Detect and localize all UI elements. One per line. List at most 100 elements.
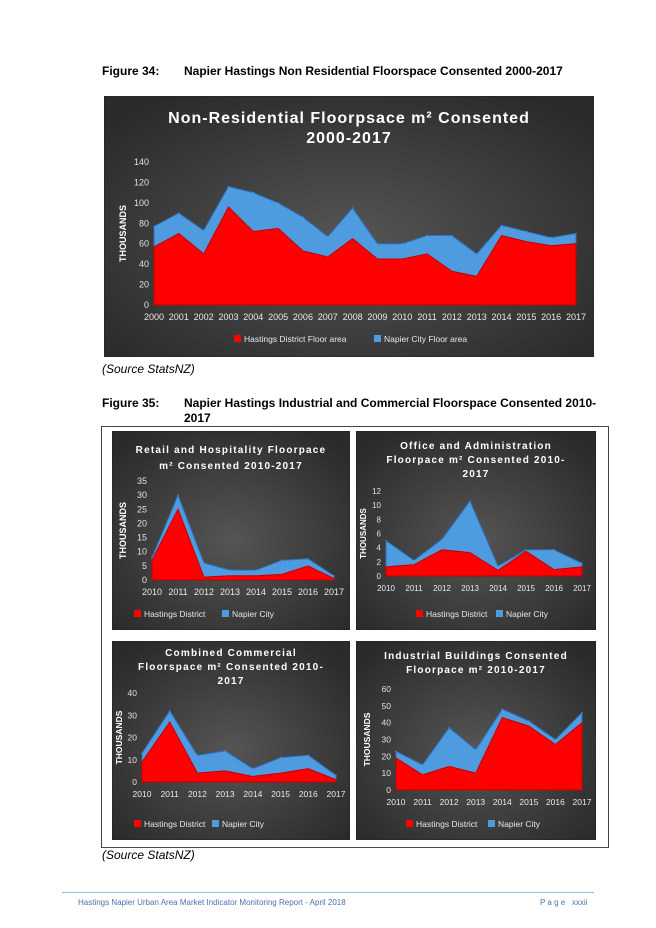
figure-34-label: Figure 34: bbox=[102, 64, 160, 78]
data-point-hastings bbox=[500, 234, 503, 237]
data-point-hastings bbox=[441, 549, 443, 551]
x-tick-label: 2010 bbox=[133, 789, 152, 799]
y-axis-label: THOUSANDS bbox=[118, 502, 128, 559]
x-tick-label: 2010 bbox=[377, 584, 395, 593]
x-tick-label: 2016 bbox=[298, 587, 318, 597]
y-tick-label: 40 bbox=[382, 718, 392, 728]
data-point-napier bbox=[421, 764, 424, 766]
data-point-hastings bbox=[229, 575, 231, 577]
chart-title: Office and Administration bbox=[400, 441, 552, 452]
data-point-napier bbox=[469, 500, 471, 502]
x-tick-label: 2016 bbox=[541, 312, 561, 322]
data-point-hastings bbox=[351, 238, 354, 240]
chart-industrial-buildings: Industrial Buildings Consented Floorpace … bbox=[356, 641, 596, 840]
data-point-hastings bbox=[497, 569, 499, 571]
data-point-hastings bbox=[413, 564, 415, 566]
legend-label: Hastings District bbox=[144, 819, 206, 829]
y-tick-label: 0 bbox=[377, 572, 382, 581]
data-point-hastings bbox=[327, 256, 329, 258]
x-tick-label: 2013 bbox=[220, 587, 240, 597]
data-point-napier bbox=[307, 754, 309, 756]
data-point-hastings bbox=[476, 275, 478, 277]
legend-swatch bbox=[234, 335, 241, 342]
y-tick-label: 20 bbox=[137, 518, 147, 528]
x-tick-label: 2012 bbox=[440, 797, 459, 807]
figure-35-label: Figure 35: bbox=[102, 396, 160, 410]
data-point-napier bbox=[151, 556, 153, 558]
chart-non-residential-floorspace: Non-Residential Floorpsace m² Consented 2… bbox=[104, 96, 594, 357]
data-point-hastings bbox=[525, 241, 527, 243]
data-point-napier bbox=[426, 234, 428, 237]
legend-swatch bbox=[212, 820, 219, 827]
y-tick-label: 10 bbox=[382, 768, 392, 778]
x-tick-label: 2006 bbox=[293, 312, 313, 322]
y-tick-label: 20 bbox=[139, 280, 149, 290]
data-point-napier bbox=[550, 236, 552, 239]
x-tick-label: 2013 bbox=[467, 312, 487, 322]
data-point-hastings bbox=[525, 550, 527, 552]
data-point-napier bbox=[575, 232, 577, 235]
data-point-hastings bbox=[528, 725, 530, 727]
data-point-hastings bbox=[203, 576, 205, 578]
data-point-hastings bbox=[279, 772, 282, 774]
x-tick-label: 2015 bbox=[272, 587, 292, 597]
legend-swatch bbox=[416, 610, 423, 617]
y-tick-label: 60 bbox=[139, 239, 149, 249]
x-tick-label: 2015 bbox=[519, 797, 538, 807]
y-tick-label: 60 bbox=[382, 684, 392, 694]
data-point-hastings bbox=[469, 552, 471, 554]
data-point-napier bbox=[448, 727, 450, 729]
data-point-hastings bbox=[421, 774, 424, 776]
x-tick-label: 2017 bbox=[566, 312, 586, 322]
source-note-1: (Source StatsNZ) bbox=[102, 362, 195, 376]
x-tick-label: 2015 bbox=[516, 312, 536, 322]
x-tick-label: 2004 bbox=[243, 312, 263, 322]
x-tick-label: 2015 bbox=[517, 584, 535, 593]
y-tick-label: 80 bbox=[139, 218, 149, 228]
data-point-napier bbox=[451, 234, 453, 237]
legend-label: Hastings District Floor area bbox=[244, 334, 347, 344]
y-tick-label: 25 bbox=[137, 504, 147, 514]
chart-retail-hospitality: Retail and Hospitality Floorpace m² Conse… bbox=[112, 431, 350, 630]
y-tick-label: 5 bbox=[142, 561, 147, 571]
data-point-napier bbox=[441, 538, 443, 540]
footer-page-number: P a g e xxxii bbox=[540, 898, 588, 907]
x-tick-label: 2000 bbox=[144, 312, 164, 322]
legend-label: Hastings District bbox=[144, 609, 206, 619]
y-tick-label: 40 bbox=[139, 259, 149, 269]
y-tick-label: 2 bbox=[377, 558, 382, 567]
y-tick-label: 10 bbox=[137, 547, 147, 557]
x-tick-label: 2009 bbox=[367, 312, 387, 322]
data-point-hastings bbox=[203, 253, 205, 255]
data-point-napier bbox=[581, 562, 583, 564]
data-point-napier bbox=[153, 225, 155, 227]
chart-title: Retail and Hospitality Floorpace bbox=[136, 445, 327, 456]
y-tick-label: 10 bbox=[128, 755, 138, 765]
chart-title: Floorspace m² Consented 2010- bbox=[138, 662, 324, 673]
footer-report-title: Hastings Napier Urban Area Market Indica… bbox=[78, 898, 346, 907]
y-tick-label: 30 bbox=[382, 735, 392, 745]
legend-swatch bbox=[374, 335, 381, 342]
legend-label: Napier City bbox=[506, 609, 549, 619]
data-point-napier bbox=[255, 569, 257, 571]
data-point-hastings bbox=[553, 569, 555, 571]
data-point-hastings bbox=[426, 253, 428, 255]
data-point-napier bbox=[553, 549, 555, 551]
data-point-hastings bbox=[169, 721, 171, 723]
figure-35-caption-line1: Napier Hastings Industrial and Commercia… bbox=[184, 396, 597, 410]
data-point-hastings bbox=[333, 577, 335, 580]
data-point-hastings bbox=[302, 250, 304, 252]
y-tick-label: 8 bbox=[377, 515, 382, 524]
legend-swatch bbox=[134, 610, 141, 617]
x-tick-label: 2010 bbox=[142, 587, 162, 597]
x-tick-label: 2012 bbox=[194, 587, 214, 597]
data-point-hastings bbox=[277, 227, 279, 229]
data-point-napier bbox=[196, 754, 199, 756]
data-point-napier bbox=[525, 230, 527, 233]
data-point-hastings bbox=[255, 575, 257, 577]
legend-label: Napier City bbox=[222, 819, 265, 829]
data-point-hastings bbox=[581, 566, 583, 568]
x-tick-label: 2011 bbox=[161, 789, 180, 799]
data-point-napier bbox=[581, 711, 583, 714]
data-point-hastings bbox=[177, 508, 179, 510]
